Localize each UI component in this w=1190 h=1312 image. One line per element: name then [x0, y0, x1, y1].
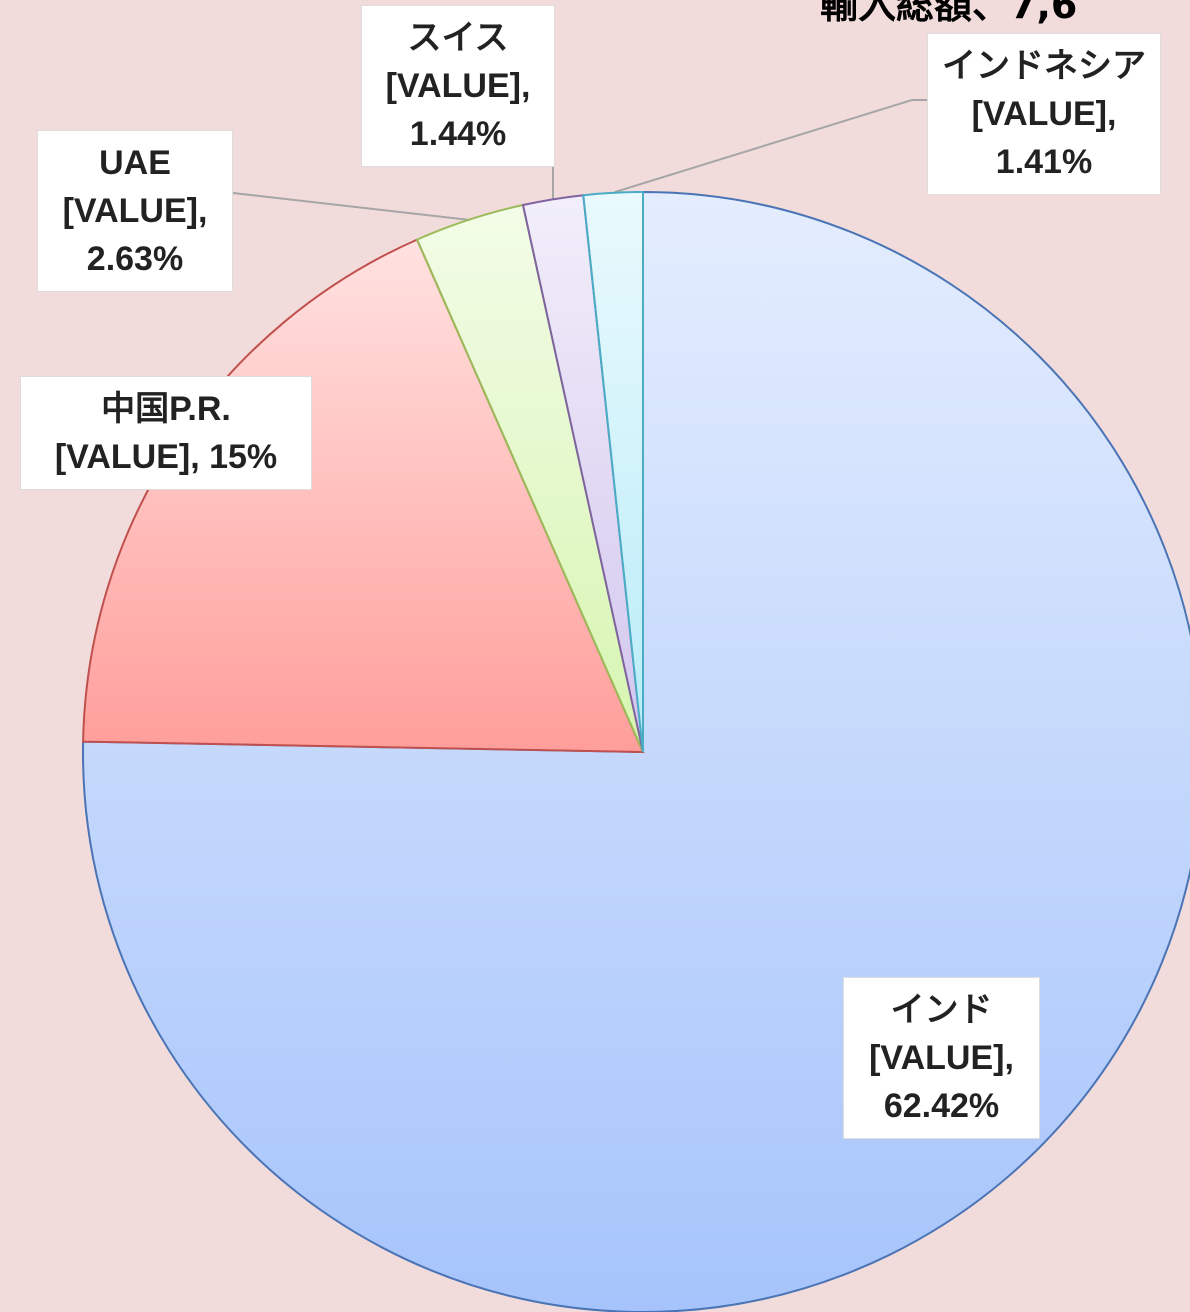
chart-title: 輸入総額、7,6: [820, 0, 1078, 27]
label-value: [VALUE], 1.44%: [385, 67, 531, 153]
data-label: 中国P.R. [VALUE], 15%: [20, 376, 312, 490]
data-label: インド [VALUE], 62.42%: [843, 977, 1040, 1139]
leader-line: [614, 99, 913, 193]
label-category: インドネシア: [942, 47, 1146, 85]
pie-slice: [582, 190, 644, 753]
label-category: UAE: [99, 144, 171, 182]
label-category: インド: [890, 991, 993, 1029]
label-value: [VALUE], 1.41%: [971, 95, 1117, 181]
label-category: 中国P.R.: [101, 390, 231, 428]
label-value: [VALUE], 2.63%: [62, 192, 208, 278]
label-value: [VALUE], 15%: [54, 438, 278, 476]
data-label: スイス [VALUE], 1.44%: [361, 5, 555, 167]
label-value: [VALUE], 62.42%: [869, 1039, 1014, 1125]
label-category: スイス: [407, 19, 509, 57]
data-label: インドネシア [VALUE], 1.41%: [927, 33, 1161, 195]
leader-line: [232, 192, 471, 221]
data-label: UAE [VALUE], 2.63%: [37, 130, 233, 292]
